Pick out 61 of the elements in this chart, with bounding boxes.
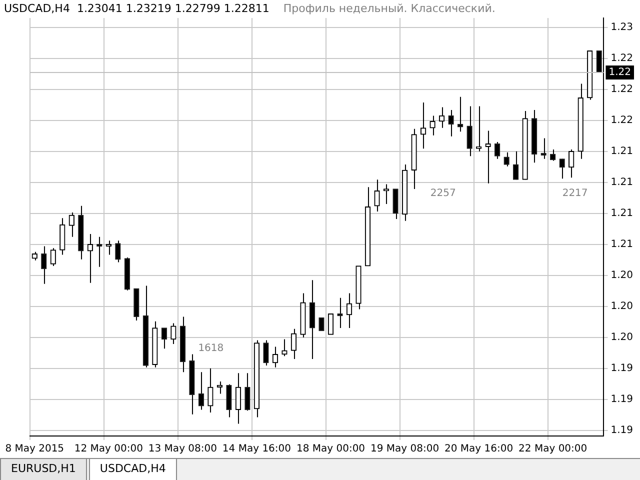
candlestick — [68, 212, 74, 238]
candlestick — [272, 346, 278, 368]
candlestick — [198, 372, 204, 410]
candlestick — [41, 246, 47, 284]
candlestick — [448, 110, 454, 137]
y-tick-label: 1.23 — [610, 22, 633, 33]
y-tick-label: 1.19 — [610, 362, 633, 374]
candlestick — [374, 179, 380, 212]
x-tick-label: 13 May 08:00 — [148, 444, 217, 455]
candlestick — [161, 327, 168, 350]
x-tick-label: 22 May 00:00 — [518, 444, 588, 455]
candlestick — [494, 141, 500, 160]
candlestick — [392, 188, 398, 220]
candlestick — [420, 102, 426, 150]
candlestick — [290, 328, 297, 360]
candlestick — [208, 368, 214, 414]
candlestick — [115, 240, 121, 263]
y-tick-label: 1.21 — [610, 208, 633, 219]
y-tick-label: 1.20 — [610, 270, 633, 281]
candlestick — [568, 149, 574, 178]
y-tick-label: 1.21 — [610, 176, 633, 188]
chart-title: USDCAD,H4 1.23041 1.23219 1.22799 1.22811 — [4, 2, 270, 15]
x-tick-label: 8 May 2015 — [5, 444, 64, 455]
annotation: 1618 — [198, 342, 224, 354]
x-tick-label: 14 May 16:00 — [222, 444, 292, 455]
candlestick — [226, 384, 232, 418]
candlestick — [170, 322, 176, 344]
text: USDCAD,H4 — [88, 459, 177, 480]
y-tick-label: 1.22 — [610, 114, 633, 126]
candlestick — [50, 248, 56, 266]
y-tick-label: 1.19 — [610, 424, 633, 436]
candlestick — [466, 106, 472, 157]
candlestick — [235, 372, 242, 424]
y-tick-label: 1.22 — [610, 52, 633, 64]
y-tick-label: 1.21 — [610, 146, 633, 157]
y-tick-label: 1.19 — [610, 394, 633, 405]
y-tick-label: 1.21 — [610, 238, 633, 250]
candlestick — [244, 372, 250, 412]
candlestick — [318, 317, 324, 332]
y-tick-label: 1.22 — [610, 84, 633, 95]
annotation: 2257 — [430, 188, 456, 200]
x-tick-label: 12 May 00:00 — [74, 444, 143, 455]
candlestick — [430, 115, 436, 136]
candlestick — [87, 234, 93, 284]
y-tick-label: 1.20 — [610, 300, 633, 312]
candlestick — [559, 158, 565, 180]
candlestick — [263, 340, 269, 366]
candlestick — [504, 152, 510, 167]
text: EURUSD,H1 — [0, 459, 87, 480]
candlestick — [457, 96, 464, 132]
x-tick-label: 18 May 00:00 — [296, 444, 366, 455]
candlestick — [328, 314, 334, 335]
candlestick — [485, 130, 491, 184]
x-tick-label: 20 May 16:00 — [444, 444, 514, 455]
annotation: 2217 — [562, 188, 588, 200]
chart-subtitle: Профиль недельный. Классический. — [283, 2, 496, 15]
x-tick-label: 19 May 08:00 — [370, 444, 440, 455]
candlestick — [512, 150, 519, 180]
y-tick-label: 1.20 — [610, 332, 633, 343]
candlestick — [346, 292, 352, 328]
candlestick — [282, 338, 288, 357]
